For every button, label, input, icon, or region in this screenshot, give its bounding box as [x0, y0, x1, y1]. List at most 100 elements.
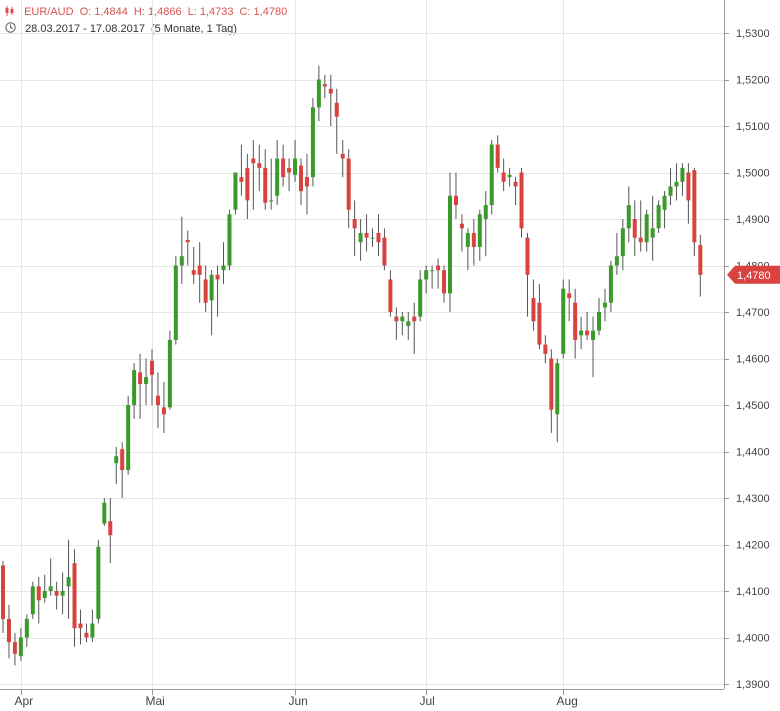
candle-body: [477, 214, 482, 247]
chart-header-ohlc: EUR/AUD O: 1,4844 H: 1,4866 L: 1,4733 C: 1,4…: [5, 6, 293, 18]
candle-body: [650, 228, 655, 238]
candle-body: [96, 546, 101, 619]
candle: [650, 195, 655, 261]
candle-body: [328, 88, 333, 94]
candle: [66, 539, 71, 619]
candle: [614, 232, 619, 275]
candle: [495, 135, 500, 173]
candle: [102, 498, 107, 526]
candle: [507, 167, 512, 187]
candle-body: [614, 256, 619, 266]
candle: [161, 381, 166, 433]
candle: [352, 200, 357, 257]
y-tick-label: 1,4500: [736, 400, 770, 412]
candle: [364, 214, 369, 252]
candle: [602, 288, 607, 322]
candle: [388, 270, 393, 317]
candle: [567, 279, 572, 322]
candle-body: [597, 312, 601, 331]
candle: [30, 581, 35, 619]
candle-body: [674, 181, 679, 187]
candle-body: [626, 205, 631, 229]
candle-body: [680, 167, 685, 182]
candle-body: [185, 239, 190, 243]
candle: [60, 572, 65, 615]
candle-body: [120, 449, 125, 471]
candle: [1, 560, 5, 633]
candle: [442, 265, 447, 303]
candle-body: [233, 172, 238, 210]
candle: [120, 442, 125, 498]
candle-body: [453, 195, 458, 206]
candle: [424, 265, 429, 294]
candle-body: [239, 177, 244, 182]
candle-body: [555, 363, 560, 415]
candle-body: [585, 330, 590, 336]
candles-layer: [1, 65, 703, 666]
candle: [358, 219, 363, 261]
candle-body: [489, 144, 494, 206]
y-tick-label: 1,4900: [736, 214, 770, 226]
candle-body: [72, 563, 77, 629]
candle-body: [591, 330, 596, 340]
last-value-label: 1,4780: [737, 270, 771, 282]
candle: [334, 88, 339, 154]
candle: [227, 209, 232, 271]
candle: [36, 577, 41, 624]
candle-body: [358, 232, 363, 243]
candle-body: [42, 591, 47, 598]
candle-body: [501, 172, 506, 182]
candle-body: [12, 642, 17, 654]
candle: [585, 312, 590, 340]
candle-body: [495, 144, 500, 168]
y-tick-label: 1,4400: [736, 447, 770, 459]
candle-body: [310, 107, 315, 178]
candle: [48, 558, 53, 596]
candle-body: [304, 177, 309, 187]
symbol-label: EUR/AUD: [24, 6, 74, 18]
candle: [6, 604, 11, 659]
candle-body: [322, 84, 327, 87]
candle-body: [346, 158, 351, 210]
candle-body: [316, 79, 321, 108]
candle-body: [173, 265, 178, 340]
candle-body: [167, 339, 172, 408]
candle-body: [442, 270, 447, 294]
candle-body: [138, 372, 143, 385]
candle-body: [54, 591, 59, 596]
candle-body: [698, 245, 703, 275]
candle-body: [668, 186, 673, 196]
candle: [519, 167, 524, 238]
candle: [96, 539, 101, 624]
x-tick-label: Jun: [289, 694, 308, 708]
candle: [513, 177, 518, 206]
candle-body: [465, 232, 470, 247]
candle: [459, 214, 464, 252]
candle: [203, 265, 208, 312]
y-tick-label: 1,3900: [736, 679, 770, 691]
candle-body: [179, 256, 184, 266]
candle-body: [567, 293, 572, 299]
candle: [465, 228, 470, 271]
candle-body: [1, 565, 5, 619]
candle: [287, 158, 292, 192]
candle: [90, 609, 95, 643]
candle: [489, 139, 494, 215]
candle: [316, 65, 321, 122]
low-value: L: 1,4733: [187, 6, 234, 18]
candle: [185, 230, 190, 266]
candle: [680, 163, 685, 196]
candle: [179, 216, 184, 285]
candle: [209, 270, 214, 336]
y-tick-label: 1,4600: [736, 354, 770, 366]
candle: [620, 219, 625, 271]
candle-body: [126, 405, 131, 471]
candle: [24, 614, 29, 647]
candle: [150, 349, 154, 405]
candle: [257, 144, 262, 192]
candle: [608, 260, 613, 312]
x-tick-label: Mai: [146, 694, 165, 708]
candle-body: [293, 158, 298, 175]
candle: [84, 623, 89, 643]
